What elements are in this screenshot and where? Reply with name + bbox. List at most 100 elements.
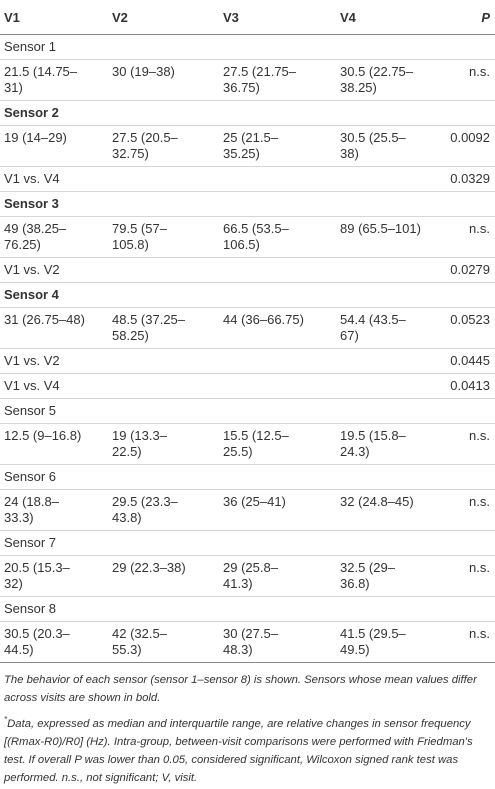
cell: 12.5 (9–16.8) bbox=[0, 423, 108, 465]
cell bbox=[336, 257, 446, 283]
cell bbox=[336, 348, 446, 374]
data-row: 31 (26.75–48) 48.5 (37.25–58.25) 44 (36–66… bbox=[0, 307, 495, 349]
cell: n.s. bbox=[446, 59, 495, 101]
cell bbox=[219, 373, 336, 399]
cell: 30.5 (20.3–44.5) bbox=[0, 621, 108, 663]
cell-text: 30.5 (22.75–38.25) bbox=[340, 64, 414, 95]
cell: 0.0445 bbox=[446, 348, 495, 374]
table-body: Sensor 1 21.5 (14.75–31) 30 (19–38) 27.5 (2… bbox=[0, 34, 495, 663]
cell: 27.5 (21.75–36.75) bbox=[219, 59, 336, 101]
cell-text: 12.5 (9–16.8) bbox=[4, 428, 82, 443]
section-row: Sensor 6 bbox=[0, 464, 495, 490]
cell bbox=[219, 166, 336, 192]
section-row: Sensor 8 bbox=[0, 596, 495, 622]
data-row: 20.5 (15.3–32) 29 (22.3–38) 29 (25.8–41.3)… bbox=[0, 555, 495, 597]
cell: 27.5 (20.5–32.75) bbox=[108, 125, 219, 167]
cell: V1 vs. V2 bbox=[0, 348, 108, 374]
cell: 89 (65.5–101) bbox=[336, 216, 446, 258]
data-row: 30.5 (20.3–44.5) 42 (32.5–55.3) 30 (27.5–4… bbox=[0, 621, 495, 663]
cell: 41.5 (29.5–49.5) bbox=[336, 621, 446, 663]
cell: 66.5 (53.5–106.5) bbox=[219, 216, 336, 258]
footnote-text: Data, expressed as median and interquart… bbox=[4, 717, 473, 784]
cell-text: 30 (19–38) bbox=[112, 64, 175, 79]
data-row: 19 (14–29) 27.5 (20.5–32.75) 25 (21.5–35.2… bbox=[0, 125, 495, 167]
cell: 0.0279 bbox=[446, 257, 495, 283]
section-row: Sensor 3 bbox=[0, 191, 495, 217]
cell bbox=[108, 257, 219, 283]
cell-text: V1 vs. V2 bbox=[4, 353, 60, 368]
cell: 20.5 (15.3–32) bbox=[0, 555, 108, 597]
data-table: V1 V2 V3 V4 P Sensor 1 21.5 (14.75–31) 30 (19–… bbox=[0, 0, 495, 663]
cell-text: 32 (24.8–45) bbox=[340, 494, 414, 509]
cell-text: 19 (13.3–22.5) bbox=[112, 428, 167, 459]
cell: n.s. bbox=[446, 621, 495, 663]
cell: V1 vs. V4 bbox=[0, 166, 108, 192]
cell-text: 21.5 (14.75–31) bbox=[4, 64, 78, 95]
cell-text: 36 (25–41) bbox=[223, 494, 286, 509]
cell-text: V1 vs. V4 bbox=[4, 378, 60, 393]
cell-text: 66.5 (53.5–106.5) bbox=[223, 221, 289, 252]
cell-text: 20.5 (15.3–32) bbox=[4, 560, 70, 591]
section-row: Sensor 2 bbox=[0, 100, 495, 126]
data-row: V1 vs. V2 0.0279 bbox=[0, 257, 495, 283]
cell: 29 (25.8–41.3) bbox=[219, 555, 336, 597]
cell: n.s. bbox=[446, 489, 495, 531]
cell-text: n.s. bbox=[469, 626, 490, 641]
cell-text: 25 (21.5–35.25) bbox=[223, 130, 278, 161]
cell: 0.0092 bbox=[446, 125, 495, 167]
cell: 0.0413 bbox=[446, 373, 495, 399]
section-label: Sensor 3 bbox=[0, 191, 495, 217]
cell-text: 0.0279 bbox=[450, 262, 490, 277]
section-label: Sensor 2 bbox=[0, 100, 495, 126]
cell: V1 vs. V2 bbox=[0, 257, 108, 283]
cell bbox=[336, 166, 446, 192]
cell: 24 (18.8–33.3) bbox=[0, 489, 108, 531]
cell: 31 (26.75–48) bbox=[0, 307, 108, 349]
cell: 25 (21.5–35.25) bbox=[219, 125, 336, 167]
data-row: V1 vs. V4 0.0329 bbox=[0, 166, 495, 192]
cell: 32.5 (29–36.8) bbox=[336, 555, 446, 597]
data-row: 49 (38.25–76.25) 79.5 (57–105.8) 66.5 (53.… bbox=[0, 216, 495, 258]
section-row: Sensor 4 bbox=[0, 282, 495, 308]
section-label: Sensor 6 bbox=[0, 464, 495, 490]
cell: n.s. bbox=[446, 555, 495, 597]
cell: 30 (27.5–48.3) bbox=[219, 621, 336, 663]
section-row: Sensor 5 bbox=[0, 398, 495, 424]
section-row: Sensor 1 bbox=[0, 34, 495, 60]
cell: 42 (32.5–55.3) bbox=[108, 621, 219, 663]
data-row: 21.5 (14.75–31) 30 (19–38) 27.5 (21.75–36.… bbox=[0, 59, 495, 101]
column-header: V1 bbox=[0, 0, 108, 35]
cell: 30.5 (25.5–38) bbox=[336, 125, 446, 167]
cell-text: 0.0092 bbox=[450, 130, 490, 145]
cell: 0.0523 bbox=[446, 307, 495, 349]
cell-text: 24 (18.8–33.3) bbox=[4, 494, 59, 525]
section-label: Sensor 4 bbox=[0, 282, 495, 308]
cell-text: 29 (22.3–38) bbox=[112, 560, 186, 575]
cell: 48.5 (37.25–58.25) bbox=[108, 307, 219, 349]
cell: n.s. bbox=[446, 423, 495, 465]
cell: 21.5 (14.75–31) bbox=[0, 59, 108, 101]
cell bbox=[108, 373, 219, 399]
cell-text: 30 (27.5–48.3) bbox=[223, 626, 278, 657]
cell-text: 54.4 (43.5–67) bbox=[340, 312, 406, 343]
cell-text: n.s. bbox=[469, 64, 490, 79]
cell bbox=[219, 257, 336, 283]
cell-text: 19 (14–29) bbox=[4, 130, 67, 145]
footnote-mark: * bbox=[4, 715, 8, 724]
cell: 79.5 (57–105.8) bbox=[108, 216, 219, 258]
cell-text: 49 (38.25–76.25) bbox=[4, 221, 67, 252]
section-label: Sensor 7 bbox=[0, 530, 495, 556]
cell: 0.0329 bbox=[446, 166, 495, 192]
cell-text: 19.5 (15.8–24.3) bbox=[340, 428, 406, 459]
cell: 19 (13.3–22.5) bbox=[108, 423, 219, 465]
cell-text: n.s. bbox=[469, 221, 490, 236]
footnote: *Data, expressed as median and interquar… bbox=[4, 711, 490, 787]
footnotes: The behavior of each sensor (sensor 1–se… bbox=[0, 663, 495, 787]
cell: V1 vs. V4 bbox=[0, 373, 108, 399]
cell-text: 27.5 (20.5–32.75) bbox=[112, 130, 178, 161]
cell-text: 27.5 (21.75–36.75) bbox=[223, 64, 297, 95]
data-row: V1 vs. V4 0.0413 bbox=[0, 373, 495, 399]
data-row: 12.5 (9–16.8) 19 (13.3–22.5) 15.5 (12.5–25… bbox=[0, 423, 495, 465]
section-label: Sensor 8 bbox=[0, 596, 495, 622]
